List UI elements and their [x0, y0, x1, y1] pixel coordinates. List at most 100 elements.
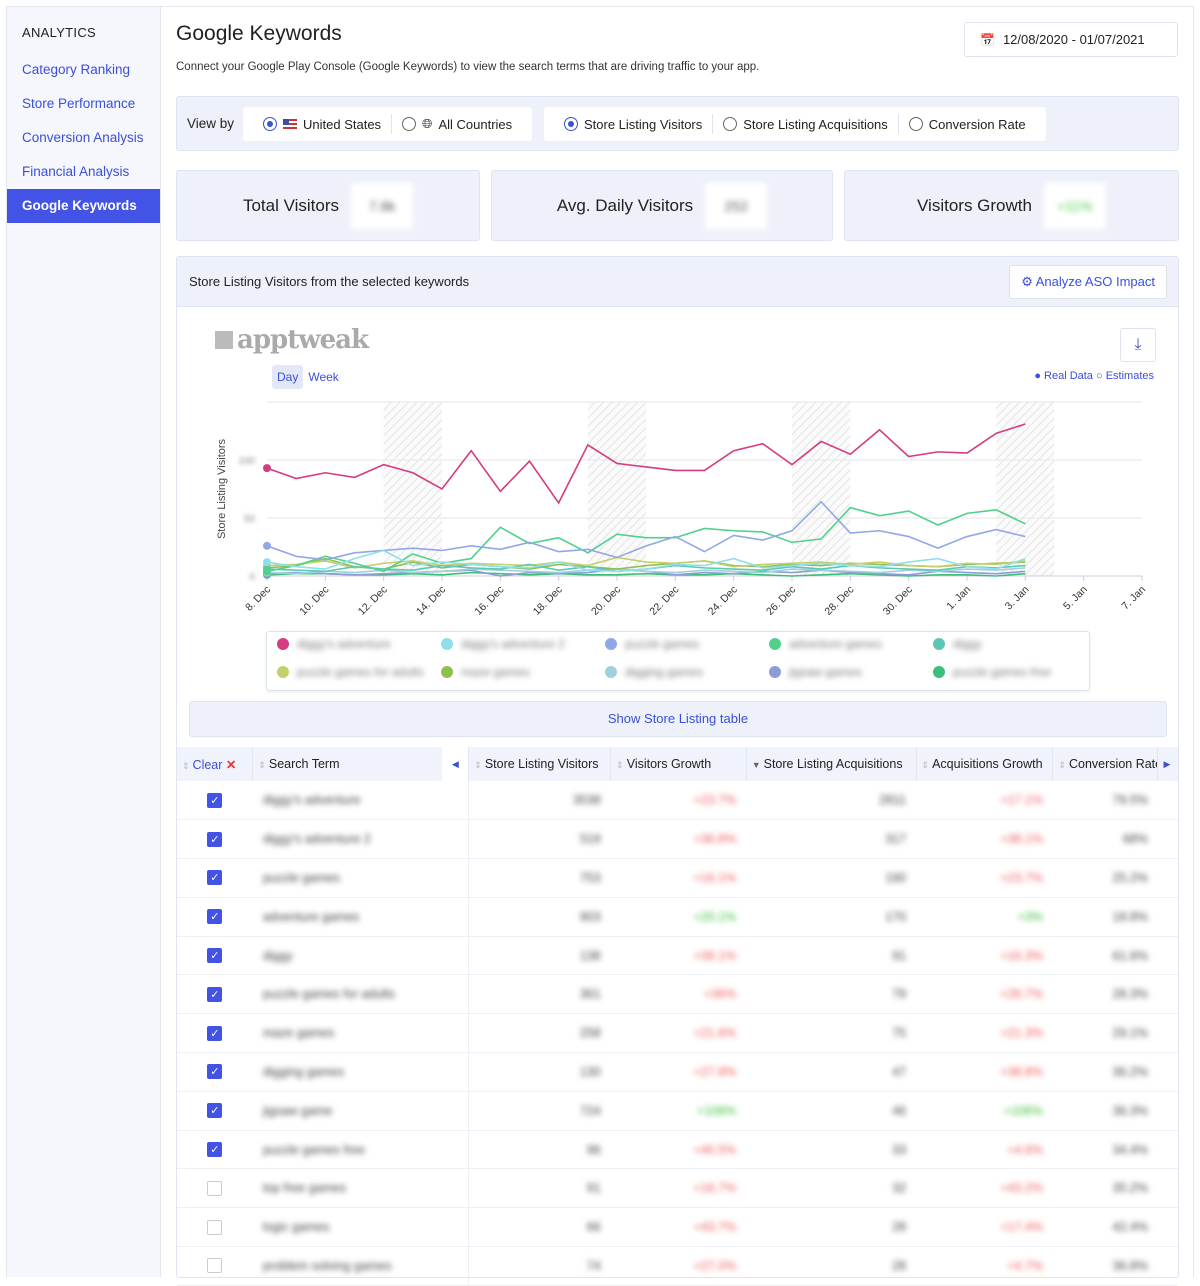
legend-item[interactable]: digging games	[605, 665, 703, 679]
legend-label: digging games	[625, 665, 704, 679]
acq-growth-cell: +4.6%	[916, 1130, 1053, 1170]
table-row[interactable]: ✓ jigsaw game 724 +106% 46 +106% 36.3%	[177, 1091, 1178, 1131]
legend-item[interactable]: diggy's adventure 2	[441, 637, 565, 651]
table-row[interactable]: ✓ diggy's adventure 2 519 +36.8% 317 +38…	[177, 819, 1178, 860]
x-tick-label: 10. Dec	[297, 584, 331, 618]
visitors-value: 519	[579, 832, 601, 847]
legend-item[interactable]: maze games	[441, 665, 530, 679]
row-checkbox-cell	[177, 1207, 253, 1248]
series-line[interactable]	[266, 571, 1026, 577]
legend-item[interactable]: adventure games	[769, 637, 882, 651]
acq-growth-value: +16.3%	[1000, 948, 1043, 963]
clear-selection-header[interactable]: ⇕ Clear ✕	[177, 747, 254, 781]
row-checkbox[interactable]: ✓	[207, 1025, 223, 1041]
date-range-picker[interactable]: 📅 12/08/2020 - 01/07/2021	[964, 22, 1178, 57]
kpi-value: +11%	[1043, 182, 1106, 229]
download-button[interactable]: ⤓	[1120, 328, 1156, 362]
visitors-growth-cell: +36.8%	[610, 819, 747, 860]
close-icon[interactable]: ✕	[225, 757, 237, 772]
table-row[interactable]: logic games 66 +43.7% 28 +17.4% 42.4%	[177, 1207, 1178, 1248]
spacer-cell	[1157, 936, 1178, 976]
legend-item[interactable]: jigsaw games	[769, 665, 862, 679]
table-row[interactable]: top free games 91 +16.7% 32 +43.2% 35.2%	[177, 1168, 1178, 1209]
header-acquisitions-growth[interactable]: ⇕ Acquisitions Growth	[916, 747, 1054, 781]
table-row[interactable]: ✓ digging games 130 +27.9% 47 +38.8% 36.…	[177, 1052, 1178, 1092]
legend-item[interactable]: diggy's adventure	[277, 637, 391, 651]
row-checkbox[interactable]	[207, 1219, 223, 1235]
clear-link[interactable]: Clear	[192, 757, 223, 772]
sort-icon: ⇕	[1058, 760, 1066, 770]
radio-store-listing-visitors[interactable]: Store Listing Visitors	[554, 114, 714, 134]
table-row[interactable]: ✓ diggy's adventure 3538 +23.7% 2811 +17…	[177, 781, 1178, 821]
sidebar-item-category-ranking[interactable]: Category Ranking	[22, 62, 131, 77]
row-checkbox[interactable]	[207, 1258, 223, 1274]
row-checkbox[interactable]: ✓	[207, 909, 223, 925]
estimates-label[interactable]: ○ Estimates	[1096, 370, 1154, 382]
table-row[interactable]: ✓ puzzle games 753 +16.1% 190 +23.7% 25.…	[177, 858, 1178, 898]
acquisitions-cell: 190	[746, 858, 917, 898]
sidebar-item-store-performance[interactable]: Store Performance	[22, 96, 136, 111]
row-checkbox[interactable]: ✓	[207, 986, 223, 1002]
search-term: logic games	[262, 1220, 330, 1235]
row-checkbox-cell: ✓	[177, 1130, 253, 1170]
table-row[interactable]: problem solving games 74 +27.0% 28 +4.7%…	[177, 1246, 1178, 1286]
table-row[interactable]: ✓ diggy 138 +39.1% 91 +16.3% 61.6%	[177, 936, 1178, 976]
real-data-label[interactable]: ● Real Data	[1034, 370, 1093, 382]
acquisitions-value: 33	[892, 1142, 907, 1157]
search-term: digging games	[262, 1064, 345, 1079]
x-tick-label: 14. Dec	[414, 584, 448, 618]
table-row[interactable]: ✓ puzzle games free 96 +40.5% 33 +4.6% 3…	[177, 1130, 1178, 1170]
series-start-point[interactable]	[263, 567, 271, 576]
tab-week[interactable]: Week	[308, 370, 339, 384]
series-line[interactable]	[266, 567, 1026, 575]
header-store-listing-visitors[interactable]: ⇕ Store Listing Visitors	[468, 747, 612, 781]
scroll-left-icon[interactable]: ◀	[442, 747, 468, 781]
scroll-right-icon[interactable]: ▶	[1157, 747, 1178, 781]
spacer-cell	[1157, 1246, 1178, 1286]
conversion-value: 25.2%	[1112, 870, 1148, 885]
visitors-cell: 66	[468, 1207, 611, 1248]
radio-all-countries[interactable]: 🌐︎ All Countries	[392, 114, 522, 134]
legend-item[interactable]: puzzle games for adults	[277, 665, 424, 679]
search-term-cell: maze games	[252, 1013, 470, 1054]
legend-item[interactable]: puzzle games	[605, 637, 699, 651]
header-label: Conversion Rate	[1069, 757, 1158, 771]
series-start-point[interactable]	[263, 558, 271, 567]
analyze-aso-impact-button[interactable]: ⚙ Analyze ASO Impact	[1009, 265, 1167, 299]
series-line[interactable]	[266, 549, 1026, 573]
series-start-point[interactable]	[263, 541, 271, 550]
header-store-listing-acquisitions[interactable]: ▼ Store Listing Acquisitions	[746, 747, 917, 781]
acq-growth-cell: +38.8%	[916, 1052, 1053, 1092]
series-line[interactable]	[266, 423, 1026, 505]
row-checkbox[interactable]: ✓	[207, 948, 223, 964]
table-row[interactable]: ✓ adventure games 903 +20.1% 170 +3% 18.…	[177, 897, 1178, 937]
header-visitors-growth[interactable]: ⇕ Visitors Growth	[610, 747, 747, 781]
radio-conversion-rate[interactable]: Conversion Rate	[899, 114, 1036, 134]
header-search-term[interactable]: ⇕ Search Term ◀	[252, 747, 470, 781]
sidebar-item-financial-analysis[interactable]: Financial Analysis	[22, 164, 130, 179]
visitors-growth-value: +23.7%	[693, 793, 737, 808]
row-checkbox[interactable]	[207, 1180, 223, 1196]
tab-day[interactable]: Day	[272, 365, 304, 389]
series-line[interactable]	[266, 506, 1026, 573]
legend-item[interactable]: puzzle games free	[933, 665, 1051, 679]
row-checkbox[interactable]: ✓	[207, 1142, 223, 1158]
series-start-point[interactable]	[263, 464, 271, 473]
radio-united-states[interactable]: United States	[253, 114, 393, 134]
row-checkbox[interactable]: ✓	[207, 1103, 223, 1119]
row-checkbox[interactable]: ✓	[207, 870, 223, 886]
row-checkbox[interactable]: ✓	[207, 1064, 223, 1080]
header-conversion-rate[interactable]: ⇕ Conversion Rate	[1052, 747, 1159, 781]
sidebar-item-google-keywords[interactable]: Google Keywords	[7, 189, 160, 223]
sidebar-item-conversion-analysis[interactable]: Conversion Analysis	[22, 130, 144, 145]
series-line[interactable]	[266, 500, 1026, 561]
legend-item[interactable]: diggy	[933, 637, 982, 651]
show-store-listing-table-button[interactable]: Show Store Listing table	[189, 701, 1167, 737]
visitors-cell: 903	[468, 897, 611, 937]
row-checkbox[interactable]: ✓	[207, 831, 223, 847]
row-checkbox[interactable]: ✓	[207, 792, 223, 808]
visitors-cell: 724	[468, 1091, 611, 1131]
radio-store-listing-acquisitions[interactable]: Store Listing Acquisitions	[713, 114, 899, 134]
table-row[interactable]: ✓ puzzle games for adults 361 +36% 79 +2…	[177, 974, 1178, 1015]
table-row[interactable]: ✓ maze games 258 +21.6% 75 +21.3% 29.1%	[177, 1013, 1178, 1054]
